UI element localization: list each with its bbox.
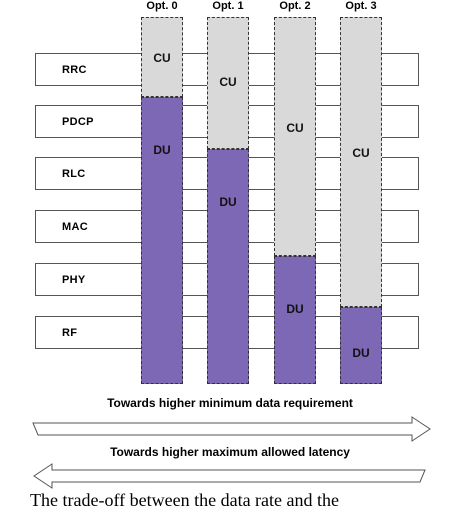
option-3-cu-block: CU [340, 17, 382, 307]
du-label: DU [286, 302, 304, 316]
option-0-du-block: DU [141, 97, 183, 384]
option-2-cu-block: CU [274, 17, 316, 256]
layer-label: PHY [62, 273, 86, 286]
layer-label: MAC [62, 220, 88, 233]
left-arrow-label: Towards higher maximum allowed latency [110, 445, 350, 459]
layer-label: PDCP [62, 115, 94, 128]
figure-caption: The trade-off between the data rate and … [30, 490, 340, 510]
cu-label: CU [153, 51, 171, 65]
left-arrow-icon [33, 463, 426, 489]
du-label: DU [352, 346, 370, 360]
option-2-du-block: DU [274, 256, 316, 384]
du-label: DU [153, 143, 171, 157]
option-title-2: Opt. 2 [279, 0, 311, 12]
right-arrow-icon [32, 416, 431, 442]
cu-label: CU [352, 146, 370, 160]
option-3-du-block: DU [340, 307, 382, 384]
right-arrow-label: Towards higher minimum data requirement [107, 396, 353, 410]
layer-label: RLC [62, 167, 86, 180]
option-title-1: Opt. 1 [212, 0, 244, 12]
option-1-cu-block: CU [207, 17, 249, 149]
option-title-0: Opt. 0 [146, 0, 178, 12]
layer-label: RRC [62, 63, 87, 76]
du-label: DU [219, 195, 237, 209]
option-0-cu-block: CU [141, 17, 183, 97]
option-1-du-block: DU [207, 149, 249, 384]
option-title-3: Opt. 3 [345, 0, 377, 12]
layer-label: RF [62, 326, 78, 339]
cu-label: CU [219, 75, 237, 89]
cu-label: CU [286, 121, 304, 135]
